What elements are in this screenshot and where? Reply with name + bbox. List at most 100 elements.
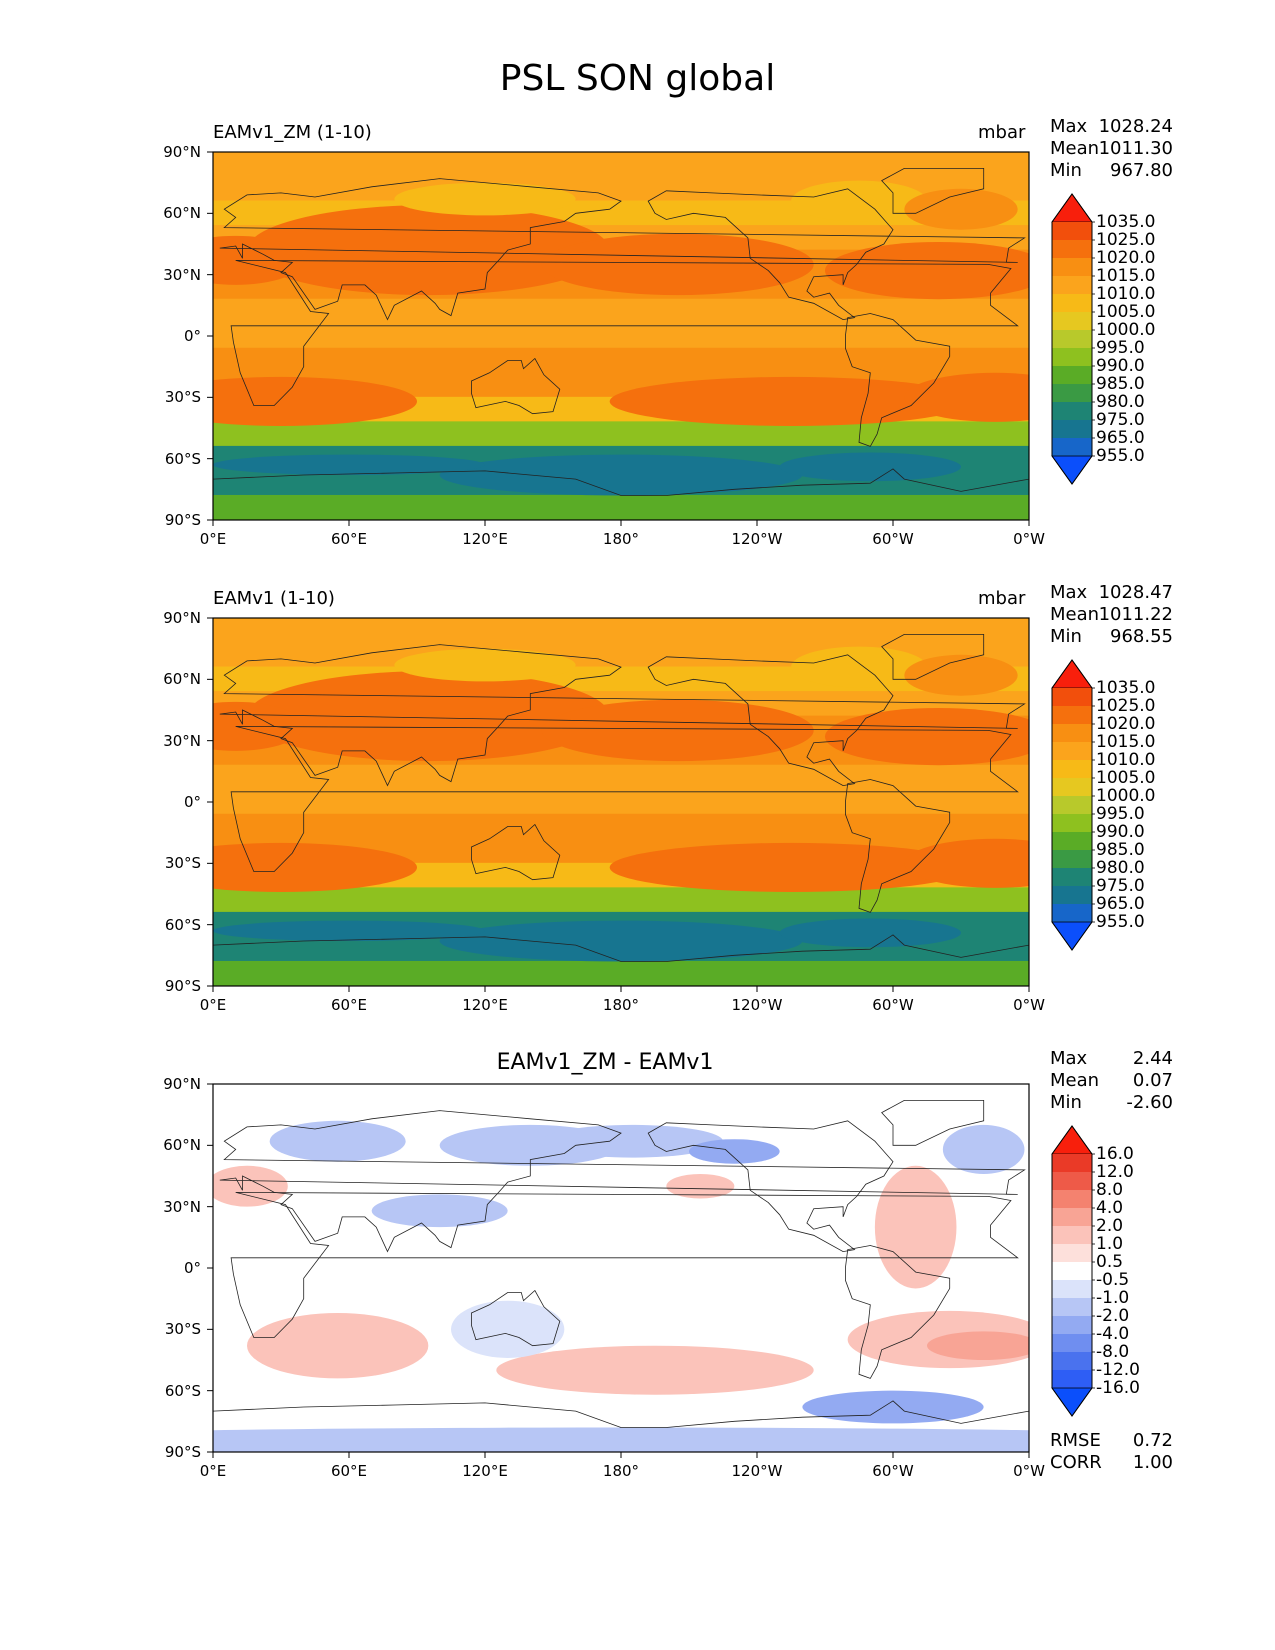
y-tick-label: 30°N xyxy=(163,731,201,750)
coastline xyxy=(471,823,561,881)
field-blob xyxy=(213,1165,288,1207)
colorbar-segment xyxy=(1052,1370,1092,1389)
colorbar-tick-label: 1035.0 xyxy=(1096,212,1156,232)
field-blob xyxy=(247,671,610,762)
stat-mean-label: Mean xyxy=(1050,1070,1100,1091)
field-blob xyxy=(394,648,576,682)
colorbar-tick-label: -12.0 xyxy=(1096,1360,1140,1380)
colorbar-tick-label: 975.0 xyxy=(1096,876,1145,896)
colorbar-tick-label: 1005.0 xyxy=(1096,302,1156,322)
map-reference-svg xyxy=(207,617,1095,992)
colorbar-segment xyxy=(1052,1352,1092,1371)
colorbar-tick-label: 995.0 xyxy=(1096,338,1145,358)
field-blob xyxy=(439,920,803,962)
panel-test: EAMv1_ZM (1-10) mbar Max 1028.24 Mean 10… xyxy=(0,0,1275,548)
field-blob xyxy=(904,654,1018,696)
field-blob xyxy=(213,1427,1029,1452)
coastline xyxy=(845,313,951,447)
colorbar-segment xyxy=(1052,276,1092,295)
coastline xyxy=(0,1111,209,1252)
stat-min-label: Min xyxy=(1050,1092,1082,1113)
colorbar-tick-label: 8.0 xyxy=(1096,1180,1124,1200)
colorbar-tick-label: 1025.0 xyxy=(1096,230,1156,250)
field-blob xyxy=(496,1345,814,1395)
colorbar-segment xyxy=(1052,1190,1092,1209)
field-band xyxy=(213,152,1029,178)
colorbar-segment xyxy=(1052,832,1092,851)
stat-corr-label: CORR xyxy=(1050,1452,1102,1473)
colorbar-tick-label: 16.0 xyxy=(1096,1144,1134,1164)
field-blob xyxy=(609,376,973,426)
field-blob xyxy=(825,707,1029,766)
stat-corr-value: 1.00 xyxy=(1132,1452,1173,1473)
figure-title: PSL SON global xyxy=(499,58,776,99)
field-blob xyxy=(541,1124,723,1158)
x-tick-label: 180° xyxy=(602,1462,640,1480)
colorbar-tick-label: 995.0 xyxy=(1096,804,1145,824)
colorbar-segment xyxy=(1052,312,1092,331)
x-tick-label: 0°E xyxy=(199,530,227,548)
stat-max-value: 2.44 xyxy=(1132,1048,1173,1069)
coastline xyxy=(213,934,1029,986)
colorbar-segment xyxy=(1052,1244,1092,1263)
colorbar-extend-bottom xyxy=(1051,1387,1093,1417)
x-tick-label: 60°E xyxy=(330,530,368,548)
colorbar-tick-label: 1000.0 xyxy=(1096,786,1156,806)
x-tick-label: 0°E xyxy=(199,1462,227,1480)
field-blob xyxy=(213,454,485,476)
field-blob xyxy=(942,1124,1025,1174)
coastline xyxy=(230,1192,1019,1338)
colorbar-tick-label: 1015.0 xyxy=(1096,732,1156,752)
field-band xyxy=(213,618,1029,644)
colorbar-tick-label: 955.0 xyxy=(1096,446,1145,466)
x-tick-label: 0°E xyxy=(199,996,227,1014)
colorbar-segment xyxy=(1052,1226,1092,1245)
field-band xyxy=(213,347,1029,374)
field-blob xyxy=(779,918,961,948)
coastline xyxy=(219,1110,1026,1253)
y-tick-label: 90°S xyxy=(164,1443,201,1461)
x-tick-label: 0°W xyxy=(1013,996,1045,1014)
x-tick-label: 0°W xyxy=(1013,1462,1045,1480)
coastline xyxy=(647,654,894,787)
colorbar-tick-label: -0.5 xyxy=(1096,1270,1130,1290)
stat-max-label: Max xyxy=(1050,582,1088,603)
field-blob xyxy=(394,182,576,216)
field-blob xyxy=(541,699,814,762)
y-tick-label: 0° xyxy=(183,793,201,811)
field-blob xyxy=(371,1194,508,1228)
x-tick-label: 120°W xyxy=(731,530,783,548)
colorbar-tick-label: 1020.0 xyxy=(1096,714,1156,734)
panel-left-title: EAMv1 (1-10) xyxy=(213,588,335,609)
stat-mean-value: 0.07 xyxy=(1132,1070,1173,1091)
stat-mean-value: 1011.30 xyxy=(1098,138,1173,159)
colorbar-segment xyxy=(1052,402,1092,421)
colorbar-segment xyxy=(1052,222,1092,241)
colorbar-segment xyxy=(1052,1262,1092,1281)
y-tick-label: 60°S xyxy=(164,1381,201,1400)
stat-mean-label: Mean xyxy=(1050,138,1100,159)
map-test-svg xyxy=(207,151,1095,526)
stat-min-label: Min xyxy=(1050,626,1082,647)
stat-max-value: 1028.47 xyxy=(1098,582,1173,603)
colorbar-segment xyxy=(1052,724,1092,743)
field-blob xyxy=(451,1300,565,1358)
stat-rmse-value: 0.72 xyxy=(1132,1430,1173,1451)
y-tick-label: 60°N xyxy=(163,670,201,689)
colorbar-tick-label: 0.5 xyxy=(1096,1252,1124,1272)
colorbar-segment xyxy=(1052,904,1092,923)
colorbar-tick-label: 1.0 xyxy=(1096,1234,1124,1254)
colorbar-tick-label: -1.0 xyxy=(1096,1288,1130,1308)
colorbar-tick-label: 965.0 xyxy=(1096,894,1145,914)
y-tick-label: 30°S xyxy=(164,388,201,407)
colorbar-tick-label: -8.0 xyxy=(1096,1342,1130,1362)
y-tick-label: 30°N xyxy=(163,265,201,284)
field-blob xyxy=(904,838,1029,888)
colorbar-segment xyxy=(1052,240,1092,259)
x-tick-label: 120°W xyxy=(731,1462,783,1480)
x-tick-label: 0°W xyxy=(1013,530,1045,548)
field-band xyxy=(213,813,1029,840)
colorbar-segment xyxy=(1052,796,1092,815)
colorbar-tick-label: 990.0 xyxy=(1096,822,1145,842)
colorbar-segment xyxy=(1052,420,1092,439)
